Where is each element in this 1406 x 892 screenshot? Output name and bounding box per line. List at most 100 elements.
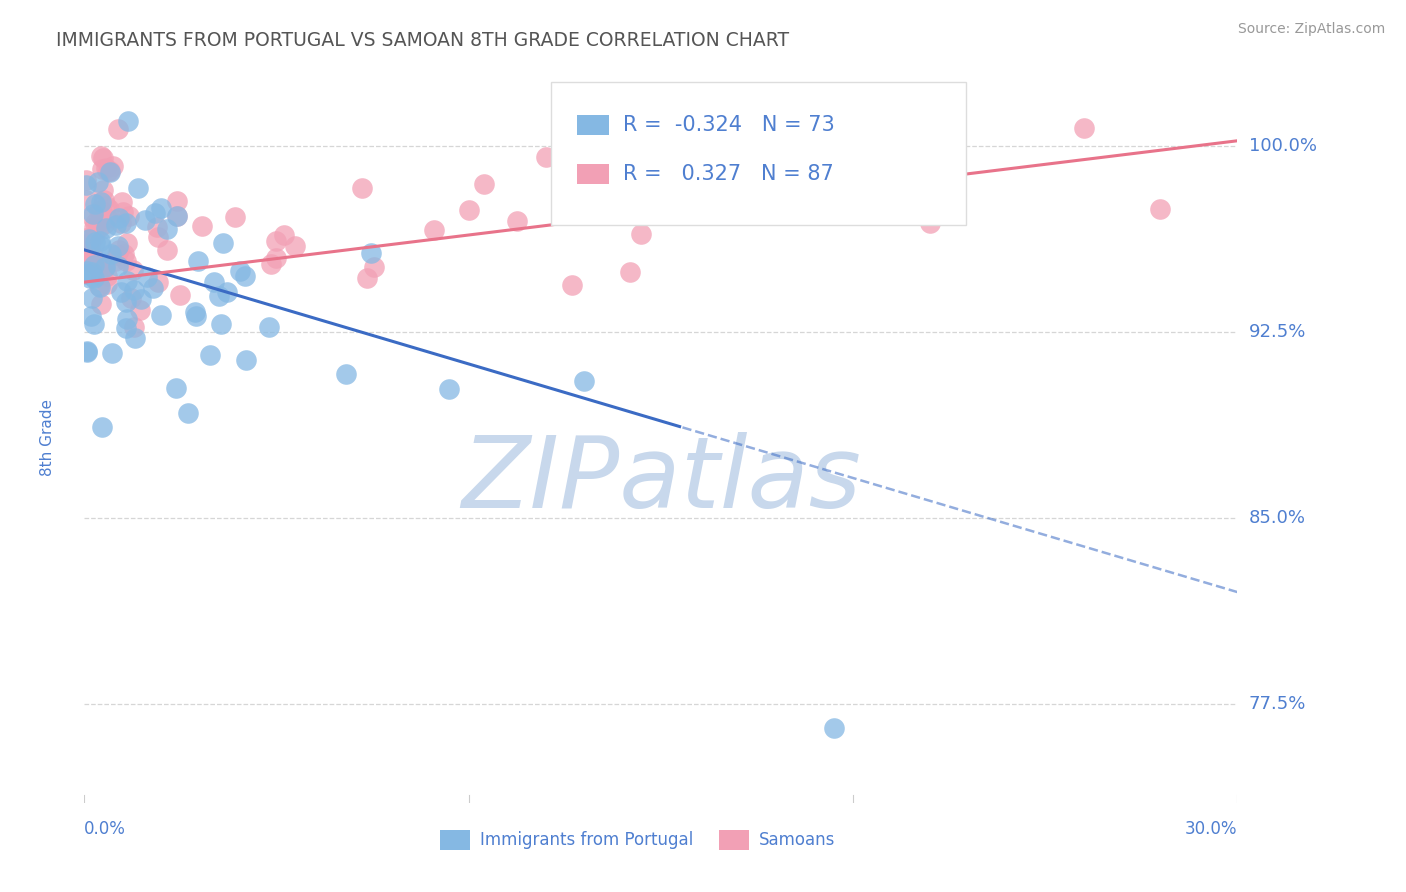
Point: [229, 264, 252, 278]
Point: [75, 231, 97, 245]
Point: [439, 383, 461, 397]
Point: [264, 234, 287, 248]
Point: [257, 320, 280, 334]
Point: [120, 291, 142, 305]
Point: [148, 275, 170, 289]
Point: [100, 165, 122, 179]
Point: [117, 114, 139, 128]
Point: [217, 285, 239, 300]
Text: 8th Grade: 8th Grade: [39, 399, 55, 475]
Point: [94, 220, 117, 235]
Point: [146, 220, 169, 235]
Point: [84, 265, 107, 279]
Point: [134, 212, 156, 227]
Point: [1073, 121, 1095, 136]
Point: [104, 253, 127, 268]
Point: [107, 211, 129, 225]
Text: IMMIGRANTS FROM PORTUGAL VS SAMOAN 8TH GRADE CORRELATION CHART: IMMIGRANTS FROM PORTUGAL VS SAMOAN 8TH G…: [56, 31, 789, 50]
Point: [91, 265, 114, 279]
Point: [75, 178, 97, 192]
Point: [208, 289, 231, 303]
Point: [166, 209, 188, 223]
Point: [80, 254, 103, 268]
Point: [75, 173, 97, 187]
Point: [156, 244, 179, 258]
Point: [108, 244, 131, 258]
Point: [112, 247, 135, 261]
Point: [264, 251, 287, 265]
Point: [84, 235, 107, 249]
Point: [124, 320, 146, 334]
Point: [107, 122, 129, 136]
Point: [572, 374, 595, 388]
Text: 85.0%: 85.0%: [1249, 508, 1306, 526]
Point: [76, 343, 98, 358]
Text: 0.0%: 0.0%: [84, 820, 127, 838]
Point: [89, 234, 111, 248]
Point: [122, 263, 145, 277]
Text: Source: ZipAtlas.com: Source: ZipAtlas.com: [1237, 22, 1385, 37]
Point: [83, 229, 105, 244]
Point: [97, 202, 120, 216]
Point: [87, 221, 110, 235]
Point: [472, 178, 495, 192]
Point: [82, 265, 104, 279]
Point: [83, 271, 105, 285]
Point: [200, 348, 222, 362]
Point: [156, 222, 179, 236]
Point: [823, 722, 845, 736]
Point: [100, 247, 122, 261]
Point: [117, 311, 139, 326]
Text: 92.5%: 92.5%: [1249, 323, 1306, 341]
Point: [90, 149, 112, 163]
Point: [918, 216, 941, 230]
Point: [80, 247, 103, 261]
Point: [76, 241, 98, 255]
Point: [107, 259, 129, 273]
Point: [356, 271, 378, 285]
Point: [80, 310, 103, 324]
Point: [94, 199, 117, 213]
Point: [624, 126, 647, 140]
Point: [90, 420, 112, 434]
Point: [111, 194, 134, 209]
Point: [506, 214, 529, 228]
Point: [115, 321, 138, 335]
Point: [79, 271, 101, 285]
Point: [273, 228, 295, 243]
FancyBboxPatch shape: [551, 82, 966, 225]
Point: [630, 227, 652, 241]
Point: [83, 197, 105, 211]
Point: [190, 219, 212, 233]
Point: [93, 217, 115, 231]
Point: [94, 260, 117, 275]
Point: [127, 180, 149, 194]
Point: [142, 280, 165, 294]
Point: [335, 367, 357, 381]
Point: [83, 216, 105, 230]
Point: [83, 318, 105, 332]
Point: [235, 352, 257, 367]
Point: [149, 201, 172, 215]
Point: [166, 209, 188, 223]
Point: [87, 203, 110, 218]
Point: [765, 103, 787, 118]
Point: [101, 346, 124, 360]
Point: [187, 253, 209, 268]
Point: [124, 283, 146, 297]
Point: [143, 206, 166, 220]
Point: [82, 207, 104, 221]
Point: [82, 210, 104, 224]
Point: [363, 260, 385, 274]
FancyBboxPatch shape: [576, 114, 609, 135]
Point: [565, 177, 588, 191]
Point: [76, 344, 98, 359]
Point: [235, 268, 257, 283]
Point: [110, 216, 132, 230]
Point: [212, 235, 235, 250]
Point: [96, 268, 118, 283]
Point: [83, 258, 105, 272]
Point: [350, 181, 373, 195]
Point: [165, 380, 187, 394]
Point: [87, 217, 110, 231]
